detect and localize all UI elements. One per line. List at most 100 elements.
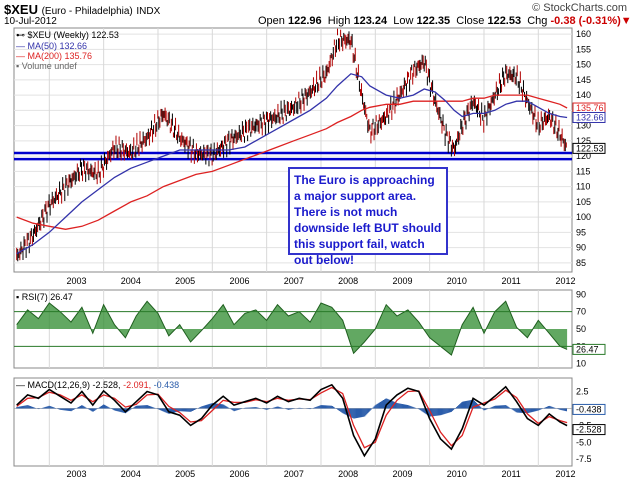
macd-histogram-bar [347,408,349,416]
macd-histogram-bar [65,408,67,411]
macd-histogram-bar [51,406,53,409]
macd-x-tick: 2011 [501,469,520,479]
macd-histogram-bar [377,403,379,409]
macd-histogram-bar [550,406,552,409]
macd-histogram-bar [433,408,435,417]
macd-histogram-bar [435,408,437,416]
macd-histogram-bar [445,408,447,414]
macd-histogram-bar [559,408,561,410]
macd-histogram-bar [449,408,452,413]
macd-histogram-bar [309,408,312,410]
macd-histogram-bar [171,408,174,413]
macd-histogram-bar [251,407,253,409]
macd-histogram-bar [312,407,315,409]
macd-histogram-bar [404,404,407,409]
macd-histogram-bar [184,408,186,412]
macd-histogram-bar [61,408,63,410]
macd-histogram-bar [43,407,45,409]
macd-histogram-bar [119,408,121,412]
macd-histogram-bar [93,408,95,411]
macd-histogram-bar [491,406,493,409]
macd-histogram-bar [91,408,93,412]
macd-histogram-bar [532,408,534,412]
macd-histogram-bar [208,404,210,409]
macd-histogram-bar [428,408,431,417]
macd-histogram-bar [68,408,70,411]
macd-histogram-bar [117,408,119,412]
macd-histogram-bar [250,407,252,409]
macd-histogram-bar [64,408,66,411]
price-label-box [572,111,606,123]
macd-histogram-bar [120,408,122,413]
macd-histogram-bar [343,408,345,414]
macd-histogram-bar [322,405,324,409]
macd-histogram-bar [438,408,440,416]
macd-histogram-bar [249,407,251,409]
macd-histogram-bar [182,408,184,412]
macd-histogram-bar [236,408,238,411]
price-label: 135.76 [576,103,604,113]
macd-histogram-bar [83,406,85,409]
macd-histogram-bar [80,405,83,409]
rsi-y-tick: 10 [576,359,586,369]
macd-histogram-bar [336,408,339,410]
macd-histogram-bar [533,408,535,412]
macd-histogram-bar [258,407,260,409]
rsi-current-box [572,343,606,355]
macd-histogram-bar [130,408,132,410]
macd-current-box [572,424,606,436]
price-y-tick: 110 [576,182,590,192]
macd-histogram-bar [446,408,448,414]
macd-histogram-bar [365,408,367,416]
macd-histogram-bar [223,404,225,409]
macd-histogram-bar [42,407,44,409]
macd-histogram-bar [254,407,256,409]
macd-histogram-bar [507,406,509,409]
macd-histogram-bar [394,402,396,409]
macd-histogram-bar [473,400,476,409]
macd-histogram-bar [471,399,473,409]
macd-histogram-bar [191,408,193,412]
macd-histogram-bar [341,408,343,413]
macd-histogram-bar [439,408,441,416]
macd-histogram-bar [252,407,254,409]
macd-histogram-bar [225,405,227,409]
macd-histogram-bar [382,400,385,409]
macd-histogram-bar [138,405,140,409]
macd-histogram-bar [553,407,555,409]
macd-histogram-bar [375,404,377,409]
price-label: 122.53 [576,143,604,153]
stockcharts-watermark: © StockCharts.com [532,2,627,14]
macd-histogram-bar [136,405,138,409]
macd-histogram-bar [547,406,549,409]
macd-histogram-bar [359,408,362,418]
macd-histogram-bar [443,408,445,415]
macd-histogram-bar [526,408,528,414]
price-x-tick: 2006 [229,276,249,286]
rsi-y-tick: 50 [576,324,586,334]
macd-histogram-bar [321,405,323,409]
macd-histogram-bar [213,403,215,409]
ma200-line [16,94,568,230]
macd-histogram-bar [511,408,513,410]
macd-histogram-bar [565,408,568,412]
ohlc-readout: Open 122.96 High 123.24 Low 122.35 Close… [258,15,632,27]
price-x-tick: 2005 [175,276,195,286]
macd-histogram-bar [537,408,539,411]
macd-histogram-bar [323,405,325,409]
macd-histogram-bar [82,405,84,409]
macd-histogram-bar [440,408,442,416]
price-x-tick: 2007 [284,276,304,286]
macd-histogram-bar [515,408,517,413]
rsi-y-tick: 70 [576,307,586,317]
macd-histogram-bar [366,408,368,415]
price-y-tick: 140 [576,90,591,100]
macd-histogram-bar [363,408,365,417]
macd-histogram-bar [277,406,279,409]
macd-histogram-bar [88,408,90,410]
price-y-tick: 95 [576,227,586,237]
macd-histogram-bar [384,399,386,409]
macd-histogram-bar [28,405,30,409]
macd-histogram-bar [85,407,87,409]
macd-histogram-bar [245,407,247,409]
